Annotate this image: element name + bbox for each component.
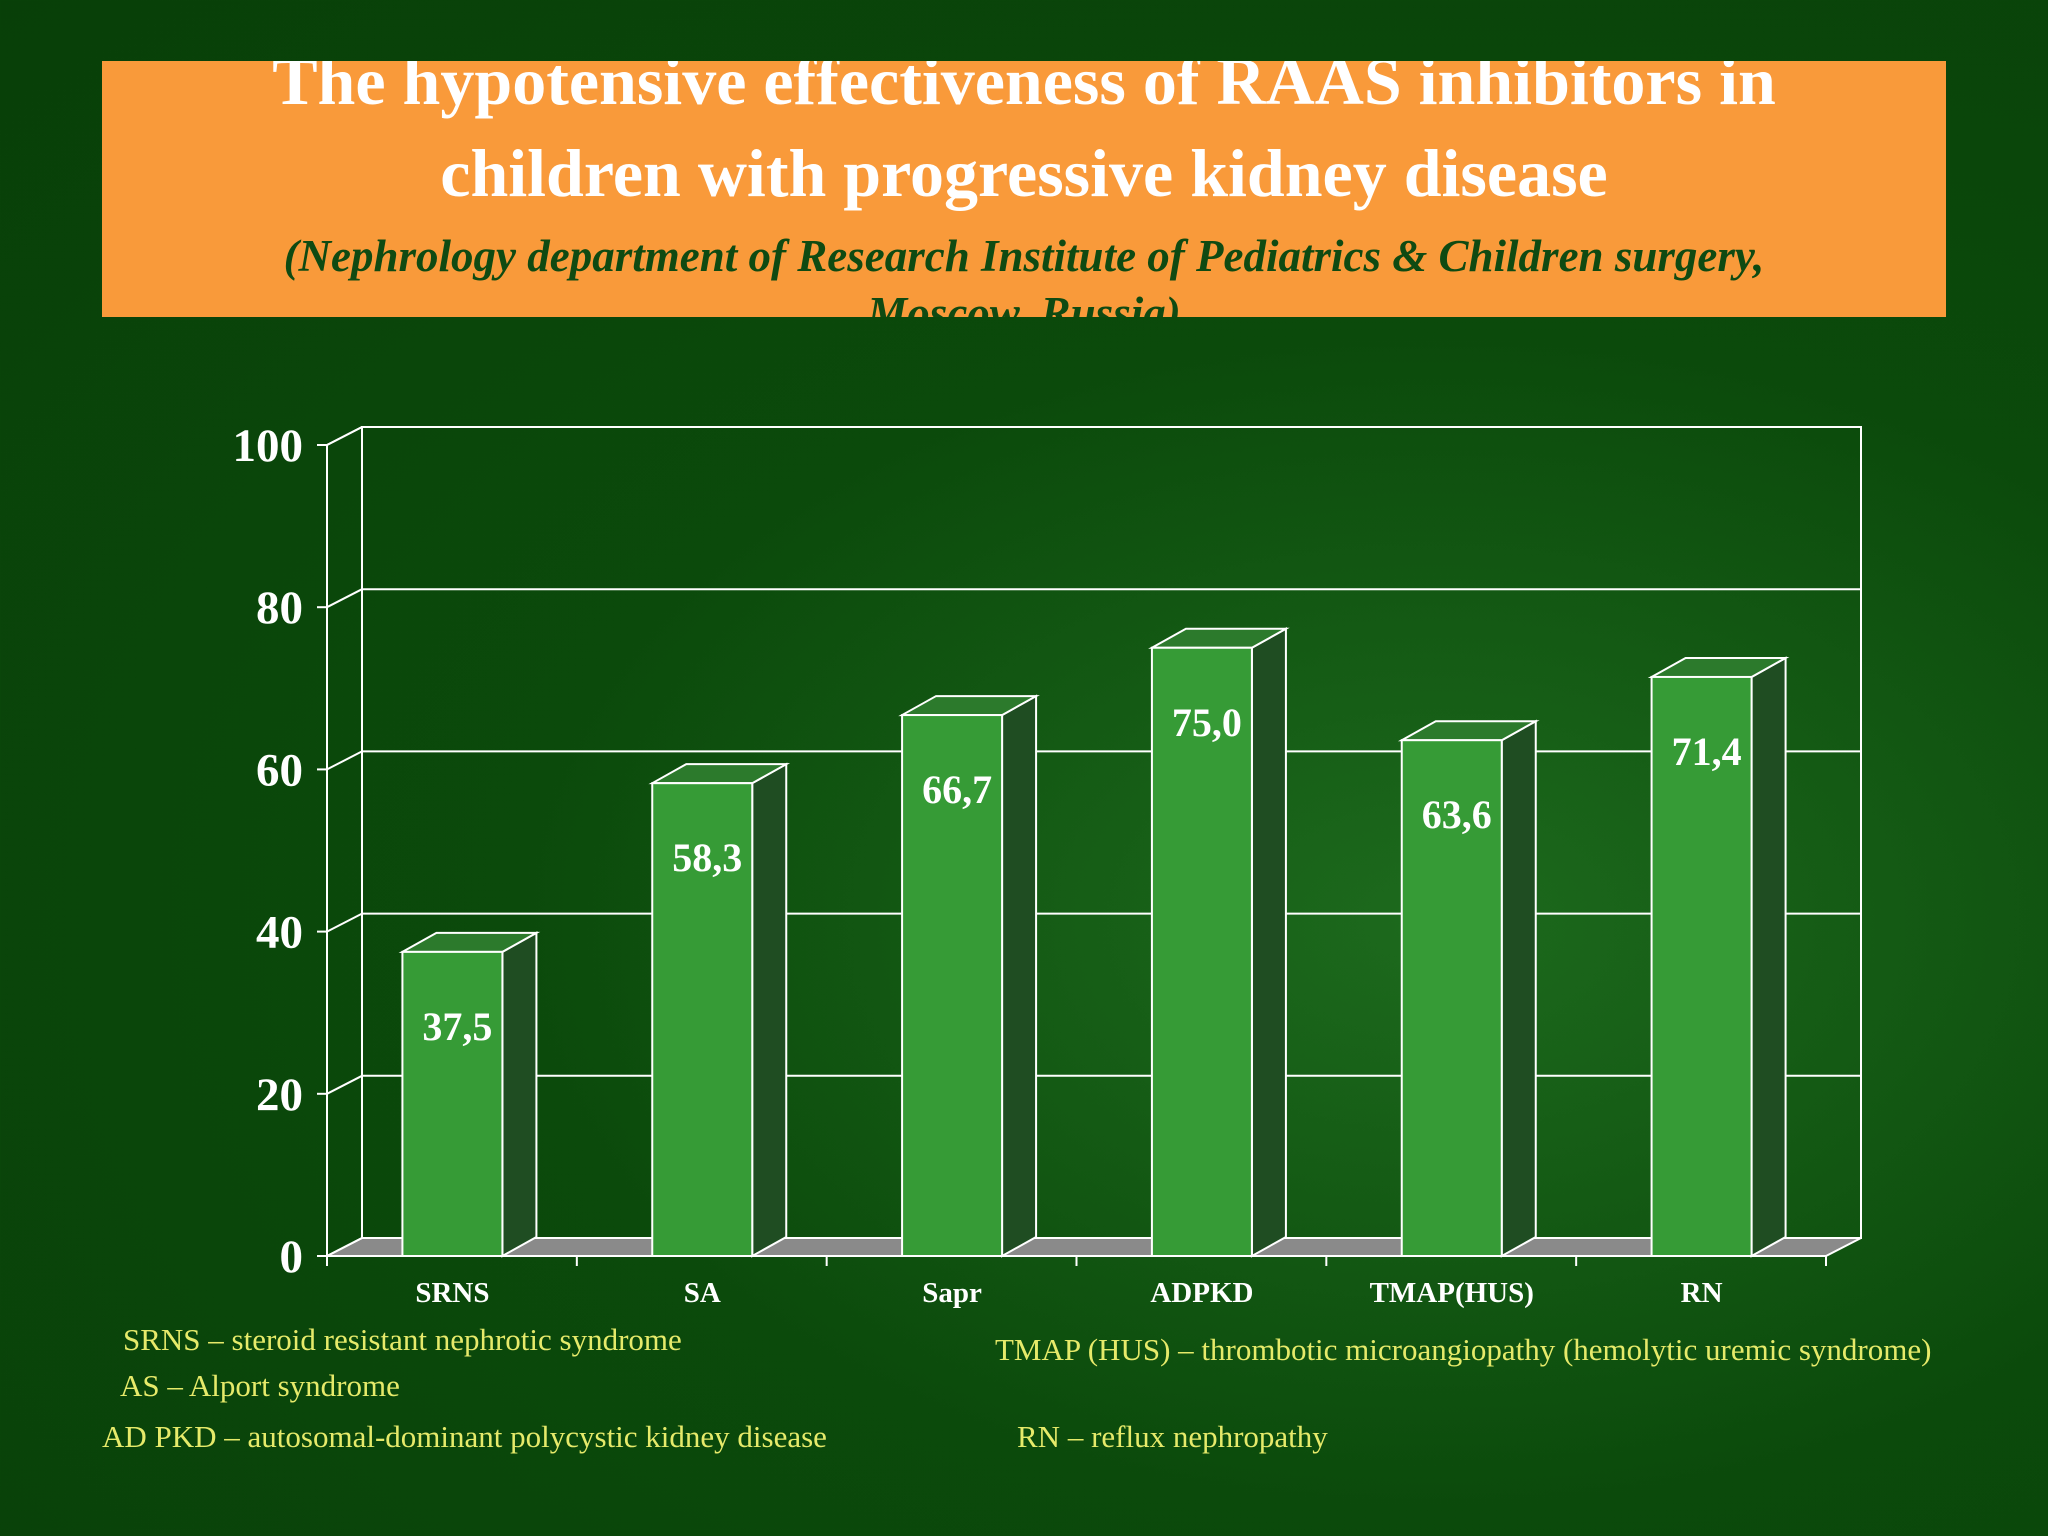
y-tick-label: 100 [233, 420, 304, 472]
chart: 0 20 40 60 80 100 SRNS 37,5 SA 58,3 Sapr 66,7 ADPKD 7… [102, 420, 1931, 1454]
bar-side [1500, 719, 1537, 1258]
bar-side [1001, 694, 1038, 1258]
y-tick-label: 40 [256, 907, 303, 959]
subtitle: (Nephrology department of Research Insti… [284, 231, 1765, 281]
data-label: 71,4 [1672, 729, 1742, 774]
y-tick-label: 0 [280, 1231, 304, 1283]
bar-side [1250, 627, 1287, 1258]
y-tick-label: 80 [256, 582, 303, 634]
chart-title: The hypotensive effectiveness of RAAS in… [272, 43, 1776, 119]
bar [901, 714, 1004, 1257]
grid-line [326, 1074, 363, 1095]
chart-title: children with progressive kidney disease [440, 135, 1607, 211]
y-tick-label: 60 [256, 744, 303, 796]
x-tick-label: TMAP(HUS) [1370, 1277, 1534, 1309]
x-tick-label: SRNS [415, 1277, 489, 1309]
x-tick-label: RN [1681, 1277, 1723, 1309]
bar [1400, 739, 1503, 1257]
title-box [102, 61, 1946, 317]
floor [326, 1237, 1862, 1257]
bar [1150, 646, 1253, 1257]
x-tick-label: Sapr [922, 1277, 982, 1309]
data-label: 66,7 [922, 767, 992, 812]
grid-line [326, 426, 363, 446]
footnote: AS – Alport syndrome [120, 1368, 400, 1403]
bar-side [501, 931, 538, 1258]
bar-side [1750, 656, 1787, 1258]
footnote: RN – reflux nephropathy [1017, 1419, 1328, 1454]
grid-line [326, 588, 363, 609]
footnote: TMAP (HUS) – thrombotic microangiopathy … [995, 1332, 1931, 1367]
bar-side [751, 762, 788, 1258]
x-tick-label: SA [684, 1277, 721, 1309]
data-label: 75,0 [1172, 700, 1242, 745]
bar [401, 950, 504, 1257]
grid-line [326, 750, 363, 771]
data-label: 37,5 [422, 1004, 492, 1049]
data-label: 63,6 [1422, 792, 1492, 837]
x-tick-label: ADPKD [1150, 1277, 1253, 1309]
grid-line [326, 1237, 363, 1257]
data-label: 58,3 [672, 835, 742, 880]
bar [1650, 675, 1753, 1257]
footnote: AD PKD – autosomal-dominant polycystic k… [102, 1419, 827, 1454]
grid-line [326, 912, 363, 933]
footnote: SRNS – steroid resistant nephrotic syndr… [123, 1322, 682, 1357]
y-tick-label: 20 [256, 1069, 303, 1121]
plot-back [361, 426, 1862, 1239]
subtitle: Moscow, Russia) [866, 288, 1180, 338]
bar [651, 782, 754, 1257]
